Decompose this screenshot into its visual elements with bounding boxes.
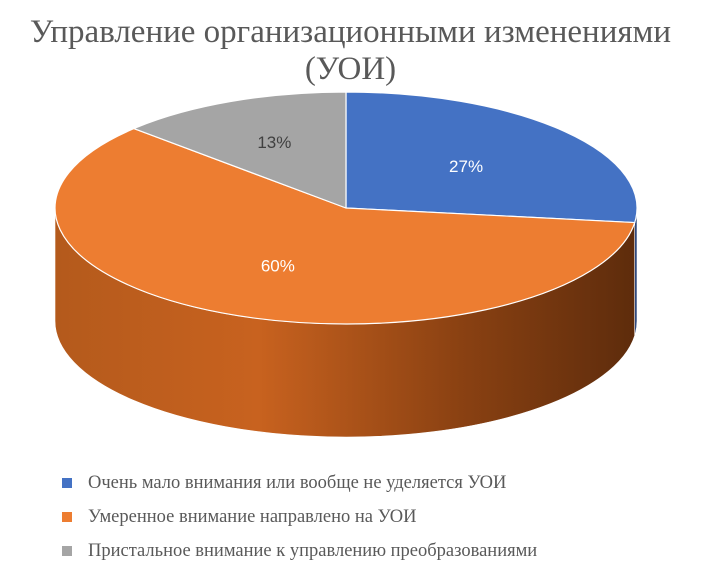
chart-title: Управление организационными изменениями … <box>29 14 672 87</box>
legend: Очень мало внимания или вообще не уделяе… <box>62 466 537 568</box>
legend-item: Умеренное внимание направлено на УОИ <box>62 500 537 534</box>
data-label: 60% <box>261 257 295 276</box>
legend-item: Пристальное внимание к управлению преобр… <box>62 534 537 568</box>
legend-swatch-orange <box>62 512 72 522</box>
pie-slice-gray <box>133 91 347 209</box>
legend-swatch-blue <box>62 478 72 488</box>
legend-swatch-gray <box>62 546 72 556</box>
pie-slice-blue-side <box>634 207 638 336</box>
legend-label: Очень мало внимания или вообще не уделяе… <box>88 472 507 493</box>
pie-slice-orange <box>54 127 636 325</box>
legend-item: Очень мало внимания или вообще не уделяе… <box>62 466 537 500</box>
data-label: 13% <box>257 133 291 152</box>
pie-slice-blue <box>345 91 638 224</box>
data-label: 27% <box>449 157 483 176</box>
legend-label: Пристальное внимание к управлению преобр… <box>88 540 538 561</box>
legend-label: Умеренное внимание направлено на УОИ <box>88 506 417 527</box>
